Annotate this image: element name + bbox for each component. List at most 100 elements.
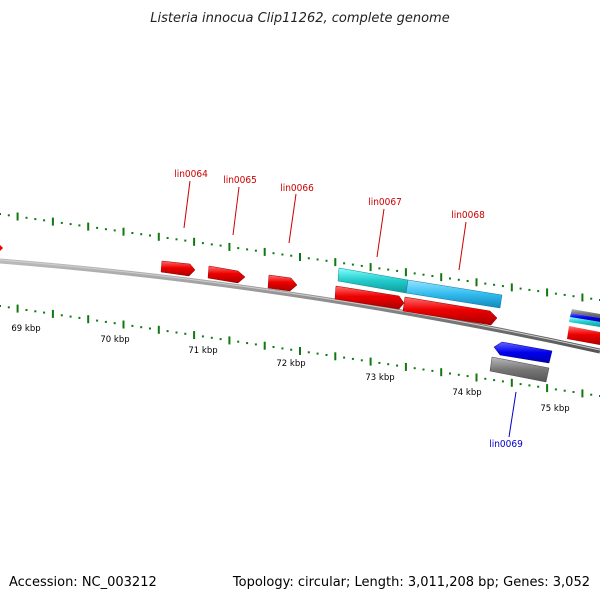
outer-tick-28 — [246, 248, 249, 251]
inner-tick-25 — [219, 338, 222, 341]
outer-tick-32 — [281, 253, 284, 256]
outer-tick-30 — [263, 247, 266, 256]
inner-tick-38 — [334, 352, 337, 361]
inner-tick-22 — [193, 331, 196, 340]
inner-tick-18 — [157, 325, 160, 334]
outer-tick-59 — [519, 287, 522, 290]
inner-tick-37 — [325, 354, 328, 356]
outer-tick-8 — [69, 223, 72, 226]
inner-tick-63 — [554, 388, 557, 391]
outer-tick-13 — [113, 229, 116, 232]
outer-tick-44 — [387, 268, 390, 271]
outer-tick-36 — [316, 258, 319, 261]
gene-arrow-lin0065 — [207, 265, 246, 284]
inner-tick-28 — [246, 342, 249, 345]
inner-tick-21 — [184, 332, 187, 335]
outer-tick-62 — [546, 288, 549, 297]
outer-tick-19 — [166, 237, 169, 239]
inner-tick-20 — [175, 331, 178, 334]
outer-tick-43 — [378, 267, 381, 270]
inner-tick-15 — [131, 324, 134, 327]
leader-line-lin0068 — [458, 221, 467, 271]
outer-tick-22 — [193, 237, 196, 246]
outer-tick-42 — [369, 263, 372, 272]
outer-tick-3 — [25, 216, 28, 219]
outer-tick-40 — [351, 263, 354, 266]
inner-tick-54 — [475, 373, 478, 382]
inner-tick-3 — [25, 309, 28, 311]
gene-label-lin0068: lin0068 — [451, 210, 485, 221]
gene-label-lin0064: lin0064 — [174, 169, 208, 180]
scale-label-69kbp: 69 kbp — [11, 324, 40, 334]
scale-label-71kbp: 71 kbp — [188, 346, 217, 356]
outer-tick-20 — [175, 238, 178, 241]
leader-line-lin0069 — [508, 391, 517, 438]
inner-tick-12 — [104, 320, 107, 323]
gene-arrow-lin0066 — [267, 274, 298, 292]
inner-tick-19 — [166, 330, 169, 333]
inner-tick-47 — [413, 367, 416, 370]
outer-tick-66 — [581, 293, 584, 302]
inner-tick-14 — [122, 320, 125, 329]
outer-tick-61 — [537, 290, 540, 293]
inner-tick-35 — [307, 351, 310, 354]
inner-tick-31 — [272, 346, 275, 348]
inner-tick-52 — [457, 373, 460, 376]
leader-line-lin0067 — [376, 208, 385, 258]
outer-tick-17 — [149, 234, 151, 237]
gene-label-lin0065: lin0065 — [223, 175, 257, 186]
gene-block-gray — [489, 356, 550, 383]
outer-tick-53 — [466, 280, 469, 282]
outer-tick-67 — [590, 297, 593, 300]
inner-tick-4 — [34, 310, 37, 313]
inner-tick-50 — [440, 368, 443, 377]
outer-tick-10 — [87, 222, 90, 231]
inner-tick-1 — [7, 306, 10, 309]
outer-tick-64 — [563, 293, 566, 296]
inner-tick-65 — [572, 391, 575, 393]
outer-tick-63 — [554, 292, 557, 295]
outer-tick-58 — [510, 283, 513, 292]
outer-tick-31 — [272, 252, 275, 255]
feature-edge-red-right — [567, 326, 600, 345]
inner-tick-23 — [201, 335, 204, 338]
inner-tick-62 — [546, 384, 549, 393]
outer-tick-18 — [157, 232, 160, 241]
gene-arrow-lin0068 — [402, 296, 498, 326]
outer-tick-2 — [16, 212, 19, 221]
inner-tick-53 — [466, 375, 469, 378]
inner-tick-59 — [519, 383, 522, 386]
outer-tick-39 — [343, 262, 346, 265]
outer-tick-45 — [396, 269, 399, 272]
inner-tick-7 — [60, 314, 63, 317]
inner-tick-16 — [140, 326, 143, 329]
gene-arrow-lin0069 — [493, 341, 553, 364]
outer-tick-46 — [404, 268, 407, 277]
inner-tick-10 — [87, 315, 90, 324]
inner-tick-60 — [528, 384, 531, 387]
outer-tick-27 — [237, 247, 240, 250]
gene-arrow-lin0064 — [160, 260, 196, 277]
outer-tick-49 — [431, 275, 434, 277]
gene-label-lin0069: lin0069 — [489, 439, 523, 450]
gene-arrow-lin0067 — [334, 285, 405, 310]
outer-tick-12 — [104, 228, 107, 231]
outer-tick-50 — [440, 273, 443, 282]
scale-label-72kbp: 72 kbp — [276, 359, 305, 369]
genome-backbone-highlight — [0, 259, 600, 351]
accession-text: Accession: NC_003212 — [9, 575, 157, 590]
outer-tick-60 — [528, 288, 531, 291]
outer-tick-4 — [34, 218, 37, 221]
inner-tick-44 — [387, 363, 390, 366]
outer-tick-9 — [78, 224, 81, 227]
inner-tick-56 — [493, 379, 496, 382]
outer-tick-55 — [484, 282, 487, 285]
inner-tick-0 — [0, 305, 1, 307]
outer-tick-56 — [493, 283, 496, 286]
inner-tick-27 — [237, 340, 240, 343]
outer-tick-38 — [334, 258, 337, 267]
outer-tick-48 — [422, 273, 425, 276]
outer-tick-25 — [219, 244, 222, 247]
outer-tick-14 — [122, 227, 125, 236]
inner-tick-32 — [281, 347, 284, 350]
